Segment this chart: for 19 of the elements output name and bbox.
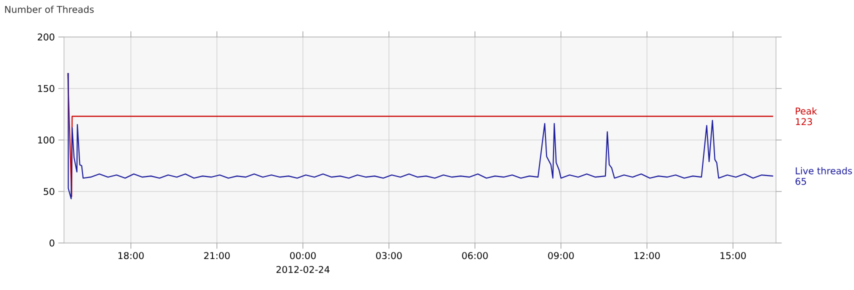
y-tick-label: 200 [38,33,54,41]
y-tick-label: 150 [38,84,54,92]
annotation: 65 [796,178,806,185]
x-tick-label: 00:00 [290,252,316,260]
x-tick-label: 21:00 [204,252,230,260]
y-tick-label: 50 [44,188,54,196]
x-tick-label: 15:00 [720,252,746,260]
annotation: 123 [796,118,812,126]
x-tick-label: 18:00 [118,252,144,260]
x-tick-label: 09:00 [548,252,574,260]
y-tick-label: 100 [38,136,54,144]
x-tick-label: 06:00 [462,252,488,260]
text: Peak [796,107,818,115]
y-tick-label: 0 [50,239,54,247]
x-tick-label: 03:00 [376,252,402,260]
text: 2012-02-24 [276,266,330,273]
text: Live threads [796,167,852,174]
x-tick-label: 12:00 [634,252,660,260]
chart-title: Number of Threads [5,6,94,13]
